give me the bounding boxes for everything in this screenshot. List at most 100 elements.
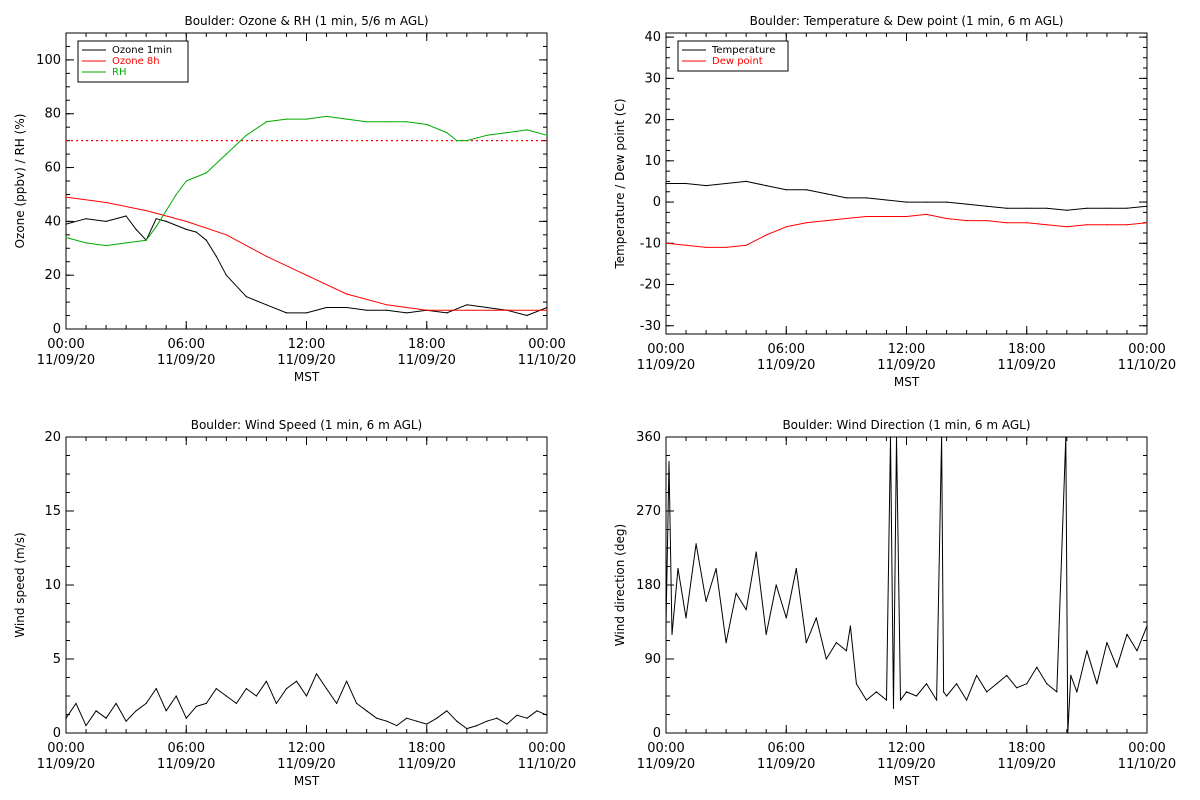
x-tick-label-time: 12:00 [288,741,325,756]
data-point [456,140,458,142]
data-point [915,695,918,697]
data-point [785,226,787,228]
x-tick-label-date: 11/09/20 [37,353,95,368]
y-tick-label: 40 [44,214,61,229]
data-point [376,717,378,719]
x-tick-label-time: 00:00 [647,342,684,357]
x-tick-label-time: 12:00 [288,337,325,352]
data-point [845,197,848,199]
data-point [889,436,892,438]
data-point [785,617,787,619]
data-point [966,220,968,222]
data-point [885,215,888,218]
data-point [865,215,868,218]
data-point [1046,207,1048,209]
plot-frame [65,436,548,734]
data-point [765,633,767,635]
data-point [885,199,888,201]
x-tick-label-date: 11/09/20 [157,353,215,368]
data-point [446,710,448,712]
chart-title: Boulder: Temperature & Dew point (1 min,… [750,14,1064,28]
data-point [966,699,968,701]
data-point [175,695,177,697]
x-tick-label-time: 18:00 [408,741,445,756]
data-point [976,674,978,677]
x-tick-label-date: 11/09/20 [157,757,215,772]
data-point [665,242,667,244]
data-point [685,182,687,185]
y-tick-label: 40 [644,30,661,45]
data-point [275,702,277,705]
data-point [125,242,127,244]
data-point [285,688,288,690]
data-point [725,246,727,248]
x-tick-label-date: 11/09/20 [277,353,335,368]
data-point [185,180,187,182]
x-tick-label-time: 18:00 [408,337,445,352]
x-tick-label-time: 12:00 [888,741,925,756]
data-point [366,121,368,123]
data-point [105,717,107,719]
y-tick-label: 30 [644,71,661,86]
data-point [466,309,468,311]
data-point [1086,207,1088,209]
x-tick-label-time: 00:00 [528,337,565,352]
x-tick-label-time: 00:00 [1128,342,1165,357]
data-point [466,304,468,306]
data-point [892,707,895,709]
data-point [526,129,528,131]
data-point [346,306,348,309]
data-point [725,642,727,644]
data-point [755,551,757,553]
data-point [715,568,717,570]
data-point [1126,207,1128,209]
x-tick-label-time: 06:00 [168,337,205,352]
data-point [695,543,697,545]
data-point [1026,207,1028,209]
data-point [215,688,217,690]
legend-label: Temperature [711,45,775,56]
data-point [845,217,848,220]
data-point [165,210,167,212]
data-point [456,720,458,722]
x-tick-label-date: 11/10/20 [518,757,576,772]
data-point [436,717,438,719]
y-tick-label: 100 [36,53,61,68]
data-point [305,118,308,120]
data-point [386,304,388,306]
data-point [855,683,858,685]
data-point [725,182,727,185]
data-point [996,683,998,685]
x-tick-label-date: 11/09/20 [757,757,815,772]
data-point [506,309,508,311]
data-point [205,702,207,705]
data-point [956,683,958,685]
data-point [1146,625,1148,627]
data-point [265,255,267,257]
data-point [496,717,498,719]
x-tick-label-time: 00:00 [1128,741,1165,756]
data-point [85,242,87,244]
data-point [1070,674,1072,677]
data-point [265,121,267,123]
data-point [325,306,328,309]
y-tick-label: 0 [653,726,661,741]
y-axis-label: Ozone (ppbv) / RH (%) [13,114,27,249]
data-point [735,592,737,594]
data-point [105,220,107,222]
data-point [1106,642,1108,644]
data-point [165,220,167,222]
data-point [925,213,928,215]
data-point [775,584,777,586]
data-point [386,309,388,311]
x-tick-label-time: 12:00 [888,342,925,357]
series-line-3 [65,115,548,247]
data-point [1006,222,1008,224]
series-line-1 [65,215,548,316]
y-tick-label: 360 [636,430,661,445]
data-point [875,691,878,693]
data-point [155,688,157,690]
y-tick-label: 270 [636,504,661,519]
data-point [1086,224,1088,226]
data-point [1026,683,1028,685]
